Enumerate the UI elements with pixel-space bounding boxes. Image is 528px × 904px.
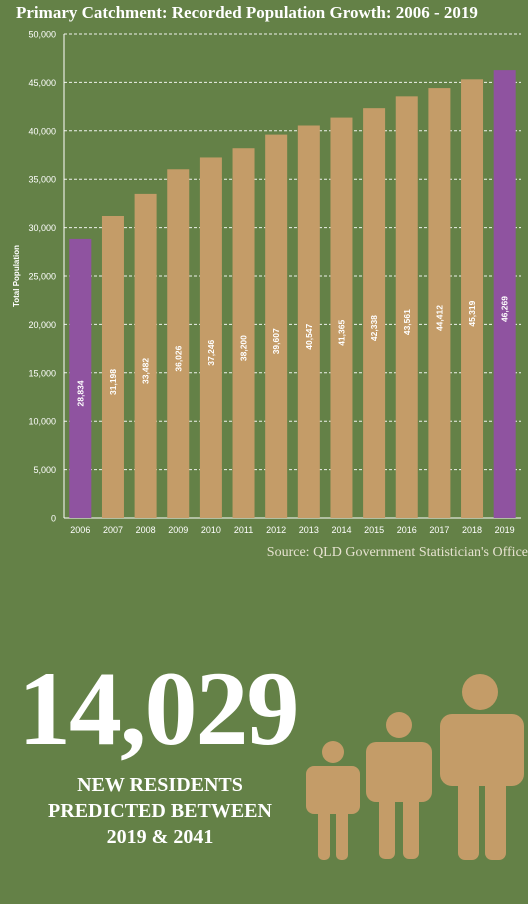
bar-value-label: 37,246 xyxy=(206,339,216,365)
y-tick-label: 45,000 xyxy=(28,78,56,88)
bar xyxy=(265,134,288,518)
y-tick-label: 5,000 xyxy=(33,465,56,475)
new-residents-caption: NEW RESIDENTS PREDICTED BETWEEN 2019 & 2… xyxy=(30,772,290,850)
x-tick-label: 2012 xyxy=(266,525,286,535)
caption-line: 2019 & 2041 xyxy=(106,826,214,848)
chart-title: Primary Catchment: Recorded Population G… xyxy=(16,3,478,22)
x-tick-label: 2014 xyxy=(331,525,351,535)
bar-value-label: 28,834 xyxy=(75,380,85,406)
person-large-icon xyxy=(440,674,524,860)
bar xyxy=(363,108,386,519)
caption-line: NEW RESIDENTS xyxy=(77,774,243,796)
person-medium-icon xyxy=(366,712,432,859)
bar xyxy=(199,157,222,518)
person-small-icon xyxy=(306,741,360,860)
y-tick-label: 15,000 xyxy=(28,368,56,378)
y-tick-label: 25,000 xyxy=(28,272,56,282)
bar-value-label: 41,365 xyxy=(336,320,346,346)
bar-value-label: 40,547 xyxy=(304,323,314,349)
x-tick-label: 2011 xyxy=(234,525,253,535)
bar-value-label: 39,607 xyxy=(271,328,281,354)
x-tick-label: 2013 xyxy=(299,525,319,535)
y-tick-label: 35,000 xyxy=(28,175,56,185)
new-residents-number: 14,029 xyxy=(18,650,299,767)
bar xyxy=(330,117,353,519)
bar-value-label: 42,338 xyxy=(369,315,379,341)
bar-value-label: 33,482 xyxy=(141,358,151,384)
bar xyxy=(69,238,92,518)
bar xyxy=(167,169,190,519)
x-tick-label: 2016 xyxy=(397,525,417,535)
bar-value-label: 38,200 xyxy=(239,335,249,361)
bar xyxy=(101,216,124,518)
bar xyxy=(134,193,157,519)
x-tick-label: 2006 xyxy=(70,525,90,535)
bar xyxy=(493,70,516,518)
bar xyxy=(461,79,484,519)
x-tick-label: 2019 xyxy=(495,525,515,535)
source-note: Source: QLD Government Statistician's Of… xyxy=(266,545,528,560)
y-tick-label: 30,000 xyxy=(28,223,56,233)
bar xyxy=(428,88,451,518)
y-tick-label: 50,000 xyxy=(28,30,56,40)
x-tick-label: 2007 xyxy=(103,525,123,535)
bar xyxy=(297,125,320,519)
y-tick-label: 20,000 xyxy=(28,320,56,330)
bar xyxy=(395,96,418,518)
x-tick-label: 2009 xyxy=(168,525,188,535)
y-axis-label: Total Population xyxy=(12,245,21,307)
bar-value-label: 43,561 xyxy=(402,309,412,335)
bar-value-label: 36,026 xyxy=(173,345,183,371)
bar-value-label: 45,319 xyxy=(467,300,477,326)
x-tick-label: 2018 xyxy=(462,525,482,535)
y-tick-label: 10,000 xyxy=(28,417,56,427)
bar-value-label: 31,198 xyxy=(108,369,118,395)
x-tick-label: 2008 xyxy=(136,525,156,535)
caption-line: PREDICTED BETWEEN xyxy=(48,800,272,822)
y-tick-label: 0 xyxy=(51,514,56,524)
x-tick-label: 2017 xyxy=(429,525,449,535)
bar xyxy=(232,148,255,518)
x-tick-label: 2010 xyxy=(201,525,221,535)
people-illustration xyxy=(306,674,524,860)
bar-chart: 0 5,000 10,000 15,000 20,000 25,000 30,000 35,0… xyxy=(12,30,521,535)
bar-value-label: 46,269 xyxy=(500,296,510,322)
x-tick-label: 2015 xyxy=(364,525,384,535)
bar-value-label: 44,412 xyxy=(434,305,444,331)
y-tick-label: 40,000 xyxy=(28,126,56,136)
